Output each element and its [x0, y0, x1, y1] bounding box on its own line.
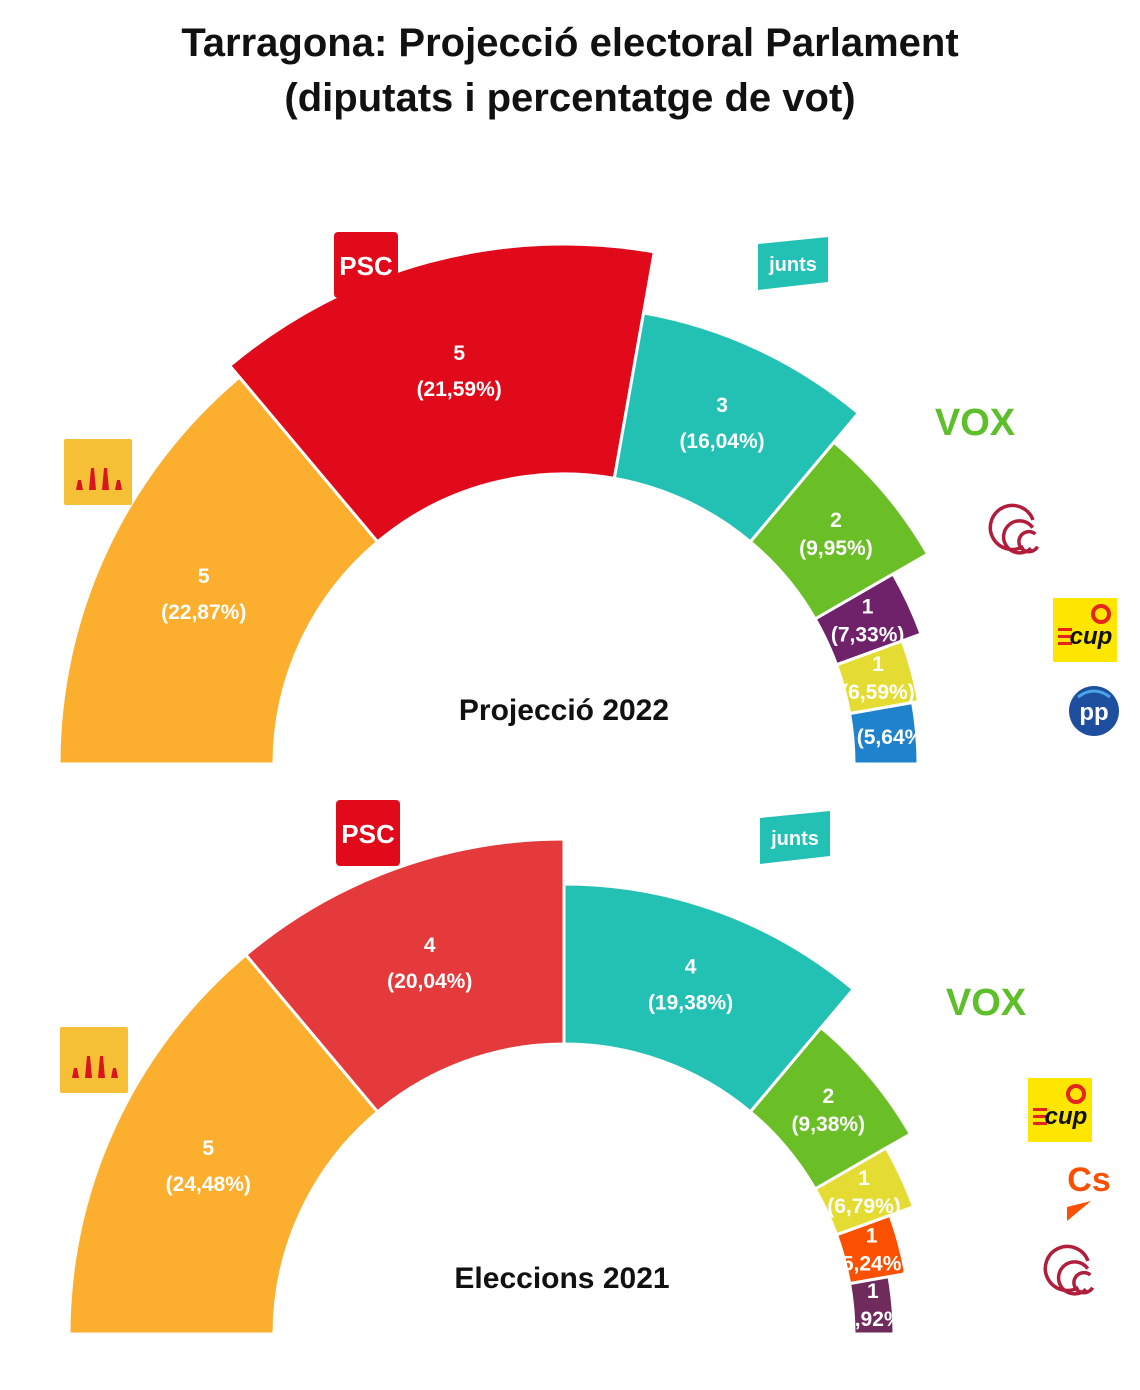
- title-line-2: (diputats i percentatge de vot): [284, 76, 856, 120]
- erc-icon: [64, 439, 132, 505]
- svg-text:PSC: PSC: [341, 819, 395, 849]
- segment-percent-4: (9,38%): [792, 1113, 866, 1136]
- segment-seats-3: 4: [685, 955, 697, 978]
- segment-seats-2: 5: [453, 342, 465, 365]
- comuns-icon: [1043, 1244, 1095, 1296]
- segment-7: [847, 1274, 896, 1336]
- segment-percent-2: (20,04%): [387, 970, 472, 993]
- vox-icon: VOX: [946, 982, 1027, 1024]
- cup-icon: cup: [1028, 1078, 1092, 1142]
- chart-center-label: Eleccions 2021: [454, 1262, 669, 1295]
- segment-seats-4: 2: [830, 509, 842, 532]
- segment-seats-7: 1: [867, 1280, 879, 1303]
- segment-seats-6: 1: [872, 653, 884, 676]
- chart-center-label: Projecció 2022: [459, 694, 669, 727]
- psc-icon: PSC: [334, 232, 398, 298]
- segment-label-7: 1 (5,64%): [839, 726, 930, 749]
- chart-title: Tarragona: Projecció electoral Parlament…: [0, 16, 1140, 126]
- projection-2022-chart: 5 (22,87%) 5 (21,59%) PSC 3 (16,04%) junts 2 (9,9…: [57, 232, 1119, 766]
- svg-text:PSC: PSC: [339, 251, 393, 281]
- comuns-icon: [988, 503, 1040, 555]
- svg-text:cup: cup: [1070, 623, 1113, 650]
- segment-percent-3: (19,38%): [648, 991, 733, 1014]
- cs-icon: Cs: [1067, 1161, 1111, 1221]
- segment-seats-4: 2: [822, 1085, 834, 1108]
- segment-percent-4: (9,95%): [799, 537, 873, 560]
- segment-percent-6: (5,24%): [835, 1253, 909, 1276]
- segment-2: [243, 837, 566, 1114]
- title-line-1: Tarragona: Projecció electoral Parlament: [181, 21, 959, 65]
- segment-percent-3: (16,04%): [679, 430, 764, 453]
- segment-percent-5: (7,33%): [831, 623, 905, 646]
- segment-percent-5: (6,79%): [827, 1195, 901, 1218]
- svg-text:cup: cup: [1045, 1103, 1088, 1130]
- svg-text:Cs: Cs: [1067, 1161, 1110, 1199]
- segment-seats-5: 1: [862, 595, 874, 618]
- segment-7: [847, 700, 920, 766]
- vox-icon: VOX: [935, 402, 1016, 444]
- elections-2021-chart: 5 (24,48%) 4 (20,04%) PSC 4 (19,38%) junts 2 (9,3…: [60, 800, 1111, 1336]
- segment-1: [67, 952, 380, 1336]
- segment-seats-3: 3: [716, 394, 728, 417]
- svg-text:pp: pp: [1079, 699, 1108, 726]
- segment-seats-6: 1: [866, 1225, 878, 1248]
- segment-percent-1: (24,48%): [166, 1173, 251, 1196]
- segment-percent-2: (21,59%): [417, 378, 502, 401]
- segment-seats-1: 5: [202, 1137, 214, 1160]
- svg-text:junts: junts: [770, 828, 819, 850]
- segment-seats-2: 4: [424, 934, 436, 957]
- erc-icon: [60, 1027, 128, 1093]
- pp-icon: pp: [1069, 686, 1119, 736]
- segment-seats-1: 5: [198, 565, 210, 588]
- svg-text:VOX: VOX: [935, 402, 1016, 444]
- segment-percent-7: (4,92%): [836, 1308, 910, 1331]
- segment-percent-6: (6,59%): [841, 681, 915, 704]
- svg-text:junts: junts: [768, 254, 817, 276]
- segment-percent-1: (22,87%): [161, 601, 246, 624]
- cup-icon: cup: [1053, 598, 1117, 662]
- junts-icon: junts: [758, 237, 828, 290]
- svg-text:VOX: VOX: [946, 982, 1027, 1024]
- segment-seats-5: 1: [858, 1167, 870, 1190]
- segment-3: [562, 882, 856, 1114]
- psc-icon: PSC: [336, 800, 400, 866]
- segment-1: [57, 375, 380, 766]
- junts-icon: junts: [760, 811, 830, 864]
